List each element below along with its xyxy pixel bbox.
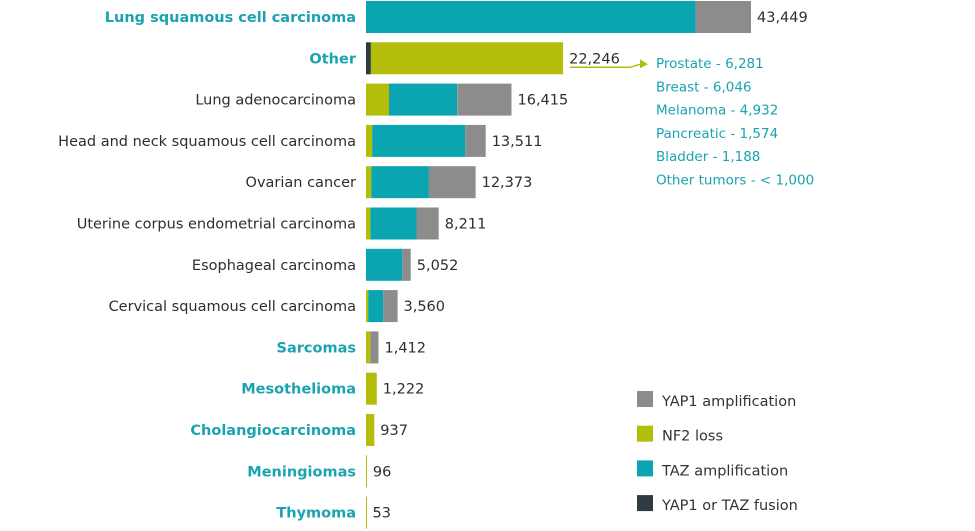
bar-thymoma-nf2-loss bbox=[366, 496, 367, 529]
total-label-uterine-corpus-endometrial-carcinoma: 8,211 bbox=[445, 217, 487, 233]
bar-esophageal-carcinoma-yap1-amplification bbox=[402, 248, 411, 281]
bar-ovarian-cancer-yap1-amplification bbox=[428, 166, 476, 199]
total-label-other: 22,246 bbox=[569, 51, 620, 67]
bar-ovarian-cancer-taz-amplification bbox=[371, 166, 429, 199]
bar-uterine-corpus-endometrial-carcinoma-yap1-amplification bbox=[416, 207, 439, 240]
category-label-lung-adenocarcinoma: Lung adenocarcinoma bbox=[195, 93, 356, 109]
bar-lung-squamous-cell-carcinoma-taz-amplification bbox=[366, 1, 696, 33]
category-label-uterine-corpus-endometrial-carcinoma: Uterine corpus endometrial carcinoma bbox=[77, 217, 356, 233]
category-label-ovarian-cancer: Ovarian cancer bbox=[246, 175, 356, 191]
bar-head-and-neck-squamous-cell-carcinoma-taz-amplification bbox=[372, 124, 466, 157]
other-breakdown-annotation: Prostate - 6,281 Breast - 6,046 Melanoma -… bbox=[570, 56, 814, 189]
bar-cervical-squamous-cell-carcinoma-taz-amplification bbox=[368, 290, 384, 323]
legend-label-yap1-or-taz-fusion: YAP1 or TAZ fusion bbox=[661, 498, 798, 514]
bar-other-yap1-or-taz-fusion bbox=[366, 42, 371, 75]
bar-lung-squamous-cell-carcinoma-yap1-amplification bbox=[695, 1, 751, 33]
total-label-thymoma: 53 bbox=[373, 506, 391, 522]
category-label-lung-squamous-cell-carcinoma: Lung squamous cell carcinoma bbox=[105, 10, 356, 26]
annotation-line: Prostate - 6,281 bbox=[656, 56, 764, 72]
bar-sarcomas-yap1-amplification bbox=[370, 331, 379, 364]
annotation-line: Other tumors - < 1,000 bbox=[656, 173, 814, 189]
legend-swatch-nf2-loss bbox=[637, 425, 653, 442]
annotation-line: Bladder - 1,188 bbox=[656, 149, 760, 165]
bar-lung-adenocarcinoma-nf2-loss bbox=[366, 83, 389, 116]
bar-cervical-squamous-cell-carcinoma-nf2-loss bbox=[366, 290, 369, 323]
total-label-esophageal-carcinoma: 5,052 bbox=[417, 258, 459, 274]
total-label-cervical-squamous-cell-carcinoma: 3,560 bbox=[404, 299, 446, 315]
bar-lung-adenocarcinoma-taz-amplification bbox=[389, 83, 458, 116]
bar-meningiomas-nf2-loss bbox=[366, 455, 367, 488]
annotation-line: Breast - 6,046 bbox=[656, 79, 752, 95]
category-label-mesothelioma: Mesothelioma bbox=[241, 382, 356, 398]
total-label-lung-adenocarcinoma: 16,415 bbox=[518, 93, 569, 109]
category-label-thymoma: Thymoma bbox=[276, 506, 356, 522]
category-labels-group: Lung squamous cell carcinoma Other Lung ad… bbox=[58, 10, 357, 522]
total-label-cholangiocarcinoma: 937 bbox=[380, 423, 408, 439]
bars-group bbox=[366, 1, 751, 529]
legend-label-yap1-amplification: YAP1 amplification bbox=[661, 394, 796, 410]
bar-head-and-neck-squamous-cell-carcinoma-nf2-loss bbox=[366, 124, 373, 157]
total-labels-group: 43,449 22,246 16,415 13,511 12,373 8,211 5,052… bbox=[373, 10, 808, 522]
category-label-other: Other bbox=[309, 51, 356, 67]
legend-swatch-yap1-or-taz-fusion bbox=[637, 495, 653, 512]
annotation-line: Melanoma - 4,932 bbox=[656, 103, 778, 119]
bar-cervical-squamous-cell-carcinoma-yap1-amplification bbox=[383, 290, 398, 323]
bar-cholangiocarcinoma-nf2-loss bbox=[366, 414, 375, 446]
bar-esophageal-carcinoma-taz-amplification bbox=[366, 248, 403, 281]
total-label-head-and-neck-squamous-cell-carcinoma: 13,511 bbox=[492, 134, 543, 150]
category-label-head-and-neck-squamous-cell-carcinoma: Head and neck squamous cell carcinoma bbox=[58, 134, 356, 150]
total-label-mesothelioma: 1,222 bbox=[383, 382, 425, 398]
legend: YAP1 amplification NF2 loss TAZ amplificat… bbox=[637, 391, 798, 514]
bar-uterine-corpus-endometrial-carcinoma-nf2-loss bbox=[366, 207, 371, 240]
bar-lung-adenocarcinoma-yap1-amplification bbox=[457, 83, 512, 116]
total-label-ovarian-cancer: 12,373 bbox=[482, 175, 533, 191]
annotation-arrow-icon bbox=[640, 59, 648, 69]
annotation-line: Pancreatic - 1,574 bbox=[656, 126, 778, 142]
legend-label-taz-amplification: TAZ amplification bbox=[661, 463, 788, 479]
legend-swatch-yap1-amplification bbox=[637, 391, 653, 407]
bar-mesothelioma-nf2-loss bbox=[366, 372, 377, 405]
category-label-meningiomas: Meningiomas bbox=[247, 464, 356, 480]
category-label-cervical-squamous-cell-carcinoma: Cervical squamous cell carcinoma bbox=[109, 299, 356, 315]
category-label-sarcomas: Sarcomas bbox=[277, 340, 356, 356]
category-label-esophageal-carcinoma: Esophageal carcinoma bbox=[192, 258, 356, 274]
bar-other-nf2-loss bbox=[370, 42, 564, 75]
bar-sarcomas-nf2-loss bbox=[366, 331, 371, 364]
legend-swatch-taz-amplification bbox=[637, 460, 653, 477]
total-label-sarcomas: 1,412 bbox=[385, 340, 427, 356]
bar-head-and-neck-squamous-cell-carcinoma-yap1-amplification bbox=[465, 124, 486, 157]
annotation-connector bbox=[570, 63, 641, 69]
bar-ovarian-cancer-nf2-loss bbox=[366, 166, 372, 199]
total-label-meningiomas: 96 bbox=[373, 464, 391, 480]
bar-uterine-corpus-endometrial-carcinoma-taz-amplification bbox=[370, 207, 417, 240]
total-label-lung-squamous-cell-carcinoma: 43,449 bbox=[757, 10, 808, 26]
legend-label-nf2-loss: NF2 loss bbox=[662, 429, 723, 445]
category-label-cholangiocarcinoma: Cholangiocarcinoma bbox=[190, 423, 356, 439]
